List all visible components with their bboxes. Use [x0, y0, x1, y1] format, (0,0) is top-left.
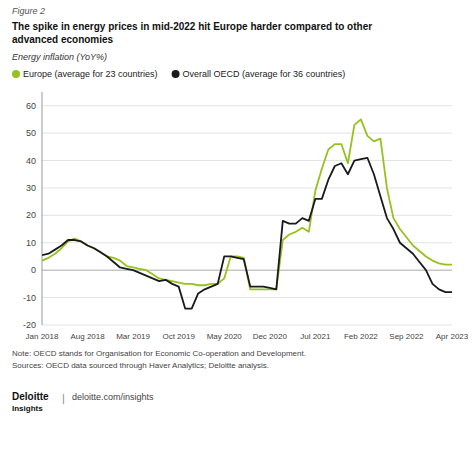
y-tick-label: 60: [26, 101, 36, 111]
grid-line: [42, 133, 452, 134]
x-tick-label: Jan 2018: [26, 332, 59, 341]
grid-line: [42, 187, 452, 188]
brand: Deloitte: [12, 391, 49, 402]
series-line: [42, 158, 452, 309]
legend-label: Europe (average for 23 countries): [23, 69, 158, 79]
y-tick-label: 40: [26, 156, 36, 166]
legend: Europe (average for 23 countries) Overall…: [12, 69, 345, 79]
website: deloitte.com/insights: [72, 392, 154, 402]
x-tick-label: Dec 2020: [253, 332, 288, 341]
y-tick-label: 20: [26, 210, 36, 220]
series-line: [42, 119, 452, 289]
y-tick-label: -10: [23, 293, 36, 303]
x-tick-label: Mar 2019: [116, 332, 150, 341]
grid-line: [42, 242, 452, 243]
x-tick-label: Feb 2022: [344, 332, 378, 341]
y-tick-label: -20: [23, 320, 36, 330]
legend-label: Overall OECD (average for 36 countries): [183, 69, 346, 79]
y-tick-label: 0: [31, 265, 36, 275]
chart: Figure 2 The spike in energy prices in mi…: [0, 0, 474, 449]
grid-line: [42, 325, 452, 326]
title-line: The spike in energy prices in mid-2022 h…: [12, 21, 372, 32]
y-axis-line: [42, 92, 43, 325]
x-tick-label: May 2020: [207, 332, 243, 341]
title: The spike in energy prices in mid-2022 h…: [12, 21, 372, 45]
separator: |: [62, 392, 65, 404]
grid-line: [42, 297, 452, 298]
legend-marker: [172, 70, 180, 78]
series-lines: [42, 119, 452, 308]
x-tick-label: Jul 2021: [300, 332, 331, 341]
title-line: advanced economies: [12, 34, 114, 45]
figure-label: Figure 2: [12, 6, 45, 16]
grid: [42, 106, 452, 325]
note: Note: OECD stands for Organisation for E…: [12, 349, 306, 358]
y-tick-label: 30: [26, 183, 36, 193]
x-tick-label: Oct 2019: [162, 332, 195, 341]
grid-line: [42, 160, 452, 161]
y-tick-label: 10: [26, 238, 36, 248]
grid-line: [42, 105, 452, 106]
grid-line: [42, 215, 452, 216]
x-tick-label: Aug 2018: [70, 332, 105, 341]
x-tick-label: Sep 2022: [389, 332, 424, 341]
y-axis-label: Energy inflation (YoY%): [12, 52, 107, 62]
y-tick-label: 50: [26, 128, 36, 138]
brand-sub: Insights: [12, 404, 43, 413]
note: Sources: OECD data sourced through Haver…: [12, 361, 269, 370]
x-tick-label: Apr 2023: [436, 332, 469, 341]
legend-marker: [12, 70, 20, 78]
